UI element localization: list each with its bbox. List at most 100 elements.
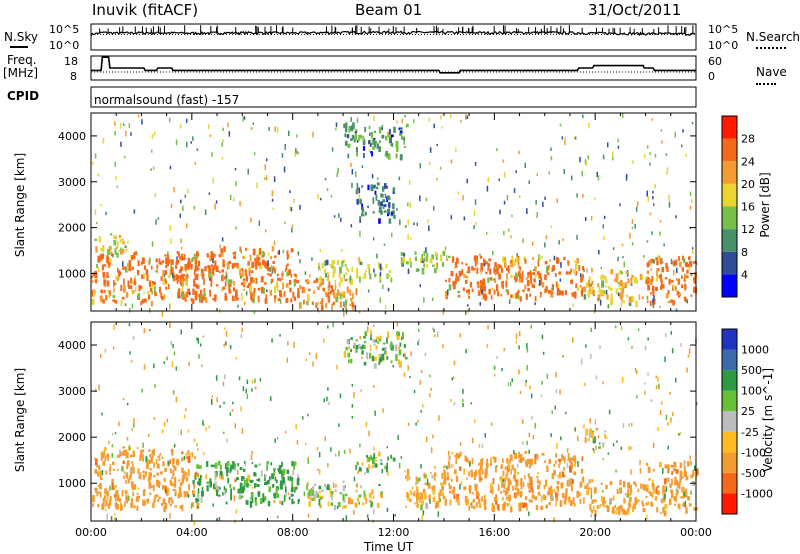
velocity-cell [358, 494, 362, 498]
velocity-speck [580, 358, 583, 365]
power-cell [286, 271, 290, 277]
velocity-speck [528, 432, 530, 438]
velocity-cell [258, 478, 261, 482]
velocity-cell [534, 496, 538, 501]
power-speck [345, 308, 348, 315]
power-cell [483, 258, 485, 266]
power-cell [374, 190, 377, 195]
velocity-speck [351, 416, 354, 419]
velocity-cell [148, 448, 151, 452]
velocity-speck [184, 414, 186, 419]
velocity-cell [169, 504, 172, 507]
velocity-cell [651, 492, 654, 498]
power-cell [125, 248, 128, 253]
power-speck [296, 134, 298, 138]
power-speck [382, 284, 384, 290]
velocity-speck [397, 435, 399, 440]
velocity-cell [559, 471, 561, 479]
power-cell [587, 289, 590, 295]
velocity-speck [308, 352, 311, 355]
power-cell [128, 260, 132, 266]
velocity-cell [116, 454, 120, 458]
power-cell [382, 199, 386, 203]
velocity-cell [343, 351, 347, 358]
power-cell [353, 139, 356, 143]
power-speck [652, 302, 655, 309]
velocity-cell [591, 499, 595, 504]
power-speck [151, 149, 153, 153]
velocity-cell [672, 468, 676, 472]
velocity-cell [530, 499, 533, 503]
power-cell [510, 294, 513, 299]
velocity-speck [255, 386, 257, 390]
velocity-cell [109, 499, 112, 506]
velocity-cell [671, 478, 673, 486]
power-cell [620, 271, 623, 275]
power-speck [115, 175, 117, 180]
power-cell [510, 274, 513, 279]
velocity-speck [133, 418, 135, 424]
velocity-speck [551, 410, 553, 414]
velocity-cell [179, 491, 183, 498]
velocity-speck [436, 501, 438, 504]
velocity-speck [381, 469, 383, 474]
velocity-cell [503, 501, 507, 505]
velocity-cell [475, 483, 478, 489]
velocity-cell [136, 492, 139, 496]
power-speck [120, 141, 122, 147]
power-cell [264, 282, 267, 285]
velocity-speck [338, 450, 340, 457]
velocity-speck [243, 460, 246, 465]
velocity-cell [431, 486, 434, 491]
velocity-speck [254, 378, 256, 384]
velocity-cell [334, 489, 337, 493]
velocity-cell [177, 458, 180, 466]
velocity-speck [231, 409, 234, 412]
velocity-cell [591, 432, 595, 439]
velocity-cell [297, 477, 300, 481]
velocity-cell [628, 502, 631, 508]
velocity-cell [106, 453, 110, 459]
velocity-speck [518, 345, 520, 349]
power-speck [511, 214, 513, 218]
velocity-cell [513, 468, 516, 474]
power-cell [631, 274, 634, 278]
velocity-cell [555, 494, 559, 502]
power-cell [479, 255, 483, 259]
power-cell [188, 260, 191, 267]
velocity-cell [685, 476, 689, 481]
power-cell [400, 135, 404, 140]
power-cell [195, 254, 199, 260]
power-cell [500, 267, 504, 273]
power-speck [518, 294, 520, 300]
power-speck [227, 122, 229, 128]
velocity-speck [124, 501, 126, 505]
power-cell [544, 261, 548, 265]
velocity-cell [433, 485, 436, 491]
power-cell [276, 281, 278, 288]
power-speck [475, 222, 477, 225]
power-cell [120, 284, 123, 292]
power-cell [402, 257, 406, 263]
power-cell [596, 300, 600, 303]
power-cell [367, 264, 371, 270]
power-cell [106, 256, 110, 264]
velocity-speck [122, 467, 124, 472]
velocity-cell [265, 481, 268, 485]
power-cell [498, 264, 501, 269]
power-cell [259, 247, 262, 255]
power-cell [356, 140, 359, 143]
velocity-cell [148, 482, 152, 489]
velocity-cell [392, 458, 396, 461]
power-speck [235, 181, 237, 187]
velocity-cell [648, 478, 651, 481]
velocity-cell [452, 486, 456, 493]
velocity-speck [190, 504, 193, 509]
power-cell [406, 261, 409, 265]
velocity-speck [327, 463, 329, 468]
velocity-cell [459, 466, 462, 471]
velocity-cell [402, 353, 405, 357]
power-cell [91, 289, 94, 297]
power-speck [528, 180, 530, 185]
power-cell [351, 134, 355, 140]
